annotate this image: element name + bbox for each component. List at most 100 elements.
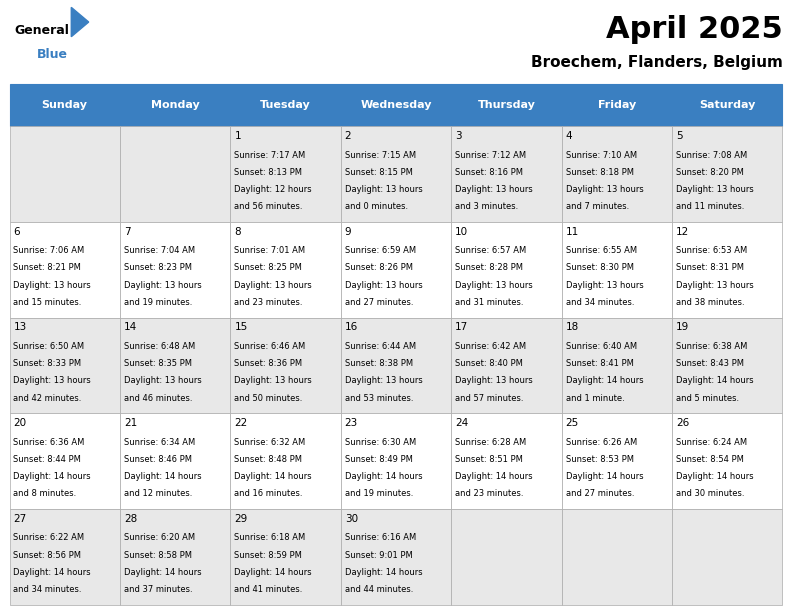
Text: Daylight: 14 hours: Daylight: 14 hours bbox=[565, 376, 643, 386]
Bar bbox=[341, 126, 451, 222]
Text: Sunset: 8:59 PM: Sunset: 8:59 PM bbox=[234, 551, 303, 559]
Text: Daylight: 13 hours: Daylight: 13 hours bbox=[565, 185, 643, 194]
Text: Daylight: 14 hours: Daylight: 14 hours bbox=[13, 568, 91, 577]
Text: Blue: Blue bbox=[36, 48, 67, 61]
Text: Sunrise: 6:16 AM: Sunrise: 6:16 AM bbox=[345, 534, 416, 542]
Text: Sunrise: 6:32 AM: Sunrise: 6:32 AM bbox=[234, 438, 306, 447]
Bar bbox=[341, 84, 451, 126]
Text: Sunrise: 6:28 AM: Sunrise: 6:28 AM bbox=[455, 438, 527, 447]
Text: Sunrise: 6:46 AM: Sunrise: 6:46 AM bbox=[234, 342, 306, 351]
Bar bbox=[10, 126, 120, 222]
Text: Sunset: 8:51 PM: Sunset: 8:51 PM bbox=[455, 455, 523, 464]
Text: Daylight: 14 hours: Daylight: 14 hours bbox=[13, 472, 91, 481]
Bar bbox=[672, 126, 782, 222]
Text: and 19 minutes.: and 19 minutes. bbox=[124, 298, 192, 307]
Text: 3: 3 bbox=[455, 131, 462, 141]
Text: and 44 minutes.: and 44 minutes. bbox=[345, 585, 413, 594]
Text: Sunrise: 6:22 AM: Sunrise: 6:22 AM bbox=[13, 534, 85, 542]
Bar bbox=[341, 413, 451, 509]
Text: Sunrise: 6:57 AM: Sunrise: 6:57 AM bbox=[455, 246, 527, 255]
Text: Daylight: 14 hours: Daylight: 14 hours bbox=[676, 376, 754, 386]
Text: and 16 minutes.: and 16 minutes. bbox=[234, 489, 303, 498]
Text: Sunset: 8:49 PM: Sunset: 8:49 PM bbox=[345, 455, 413, 464]
Text: 10: 10 bbox=[455, 226, 468, 237]
Text: Sunset: 8:31 PM: Sunset: 8:31 PM bbox=[676, 263, 744, 272]
Text: Sunrise: 6:30 AM: Sunrise: 6:30 AM bbox=[345, 438, 416, 447]
Bar bbox=[230, 84, 341, 126]
Text: 5: 5 bbox=[676, 131, 683, 141]
Bar bbox=[562, 222, 672, 318]
Text: and 0 minutes.: and 0 minutes. bbox=[345, 202, 408, 211]
Text: 16: 16 bbox=[345, 323, 358, 332]
Text: Sunrise: 7:15 AM: Sunrise: 7:15 AM bbox=[345, 151, 416, 160]
Bar bbox=[230, 126, 341, 222]
Text: 19: 19 bbox=[676, 323, 689, 332]
Text: 6: 6 bbox=[13, 226, 20, 237]
Text: 2: 2 bbox=[345, 131, 352, 141]
Text: and 27 minutes.: and 27 minutes. bbox=[565, 489, 634, 498]
Text: 7: 7 bbox=[124, 226, 131, 237]
Text: Sunrise: 6:38 AM: Sunrise: 6:38 AM bbox=[676, 342, 748, 351]
Text: and 11 minutes.: and 11 minutes. bbox=[676, 202, 744, 211]
Text: 9: 9 bbox=[345, 226, 352, 237]
Text: April 2025: April 2025 bbox=[606, 15, 782, 44]
Bar bbox=[672, 318, 782, 413]
Text: Sunset: 8:16 PM: Sunset: 8:16 PM bbox=[455, 168, 524, 177]
Bar bbox=[562, 509, 672, 605]
Text: 17: 17 bbox=[455, 323, 468, 332]
Text: 12: 12 bbox=[676, 226, 689, 237]
Text: Friday: Friday bbox=[598, 100, 636, 110]
Text: Daylight: 13 hours: Daylight: 13 hours bbox=[676, 281, 754, 289]
Text: 21: 21 bbox=[124, 418, 137, 428]
Bar bbox=[562, 318, 672, 413]
Text: Daylight: 14 hours: Daylight: 14 hours bbox=[676, 472, 754, 481]
Bar bbox=[230, 509, 341, 605]
Text: Sunset: 8:41 PM: Sunset: 8:41 PM bbox=[565, 359, 634, 368]
Text: and 23 minutes.: and 23 minutes. bbox=[455, 489, 524, 498]
Bar bbox=[10, 84, 120, 126]
Text: Daylight: 13 hours: Daylight: 13 hours bbox=[13, 376, 91, 386]
Text: Sunrise: 6:24 AM: Sunrise: 6:24 AM bbox=[676, 438, 747, 447]
Text: and 42 minutes.: and 42 minutes. bbox=[13, 394, 82, 403]
Text: 28: 28 bbox=[124, 514, 137, 524]
Text: Sunset: 8:25 PM: Sunset: 8:25 PM bbox=[234, 263, 303, 272]
Text: Daylight: 13 hours: Daylight: 13 hours bbox=[455, 185, 533, 194]
Text: Sunset: 8:38 PM: Sunset: 8:38 PM bbox=[345, 359, 413, 368]
Text: and 31 minutes.: and 31 minutes. bbox=[455, 298, 524, 307]
Text: and 8 minutes.: and 8 minutes. bbox=[13, 489, 77, 498]
Text: Wednesday: Wednesday bbox=[360, 100, 432, 110]
Text: and 12 minutes.: and 12 minutes. bbox=[124, 489, 192, 498]
Text: Sunrise: 7:04 AM: Sunrise: 7:04 AM bbox=[124, 246, 195, 255]
Text: and 3 minutes.: and 3 minutes. bbox=[455, 202, 519, 211]
Text: Sunrise: 6:26 AM: Sunrise: 6:26 AM bbox=[565, 438, 637, 447]
Text: Daylight: 13 hours: Daylight: 13 hours bbox=[234, 281, 312, 289]
Text: and 34 minutes.: and 34 minutes. bbox=[565, 298, 634, 307]
Text: Daylight: 13 hours: Daylight: 13 hours bbox=[565, 281, 643, 289]
Bar bbox=[672, 84, 782, 126]
Text: Daylight: 13 hours: Daylight: 13 hours bbox=[124, 376, 202, 386]
Text: 26: 26 bbox=[676, 418, 689, 428]
Bar bbox=[672, 222, 782, 318]
Text: and 1 minute.: and 1 minute. bbox=[565, 394, 624, 403]
Text: Sunrise: 6:53 AM: Sunrise: 6:53 AM bbox=[676, 246, 748, 255]
Bar bbox=[451, 126, 562, 222]
Bar bbox=[230, 222, 341, 318]
Text: and 41 minutes.: and 41 minutes. bbox=[234, 585, 303, 594]
Text: Sunset: 8:15 PM: Sunset: 8:15 PM bbox=[345, 168, 413, 177]
Bar bbox=[230, 413, 341, 509]
Bar bbox=[562, 84, 672, 126]
Bar bbox=[451, 509, 562, 605]
Text: Thursday: Thursday bbox=[478, 100, 535, 110]
Text: Daylight: 13 hours: Daylight: 13 hours bbox=[13, 281, 91, 289]
Text: Tuesday: Tuesday bbox=[261, 100, 311, 110]
Text: 14: 14 bbox=[124, 323, 137, 332]
Text: 20: 20 bbox=[13, 418, 27, 428]
Text: and 53 minutes.: and 53 minutes. bbox=[345, 394, 413, 403]
Text: Daylight: 13 hours: Daylight: 13 hours bbox=[234, 376, 312, 386]
Polygon shape bbox=[71, 7, 89, 37]
Text: and 5 minutes.: and 5 minutes. bbox=[676, 394, 739, 403]
Text: Daylight: 14 hours: Daylight: 14 hours bbox=[124, 472, 201, 481]
Text: Sunrise: 6:40 AM: Sunrise: 6:40 AM bbox=[565, 342, 637, 351]
Text: Daylight: 13 hours: Daylight: 13 hours bbox=[676, 185, 754, 194]
Text: 11: 11 bbox=[565, 226, 579, 237]
